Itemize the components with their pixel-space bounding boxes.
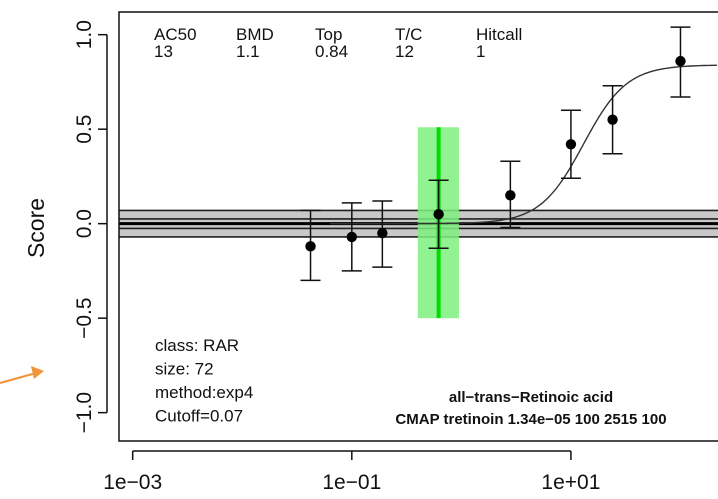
stat-value-bmd: 1.1 <box>236 42 260 61</box>
data-point-3 <box>377 227 388 239</box>
annotation-line-2: CMAP tretinoin 1.34e−05 100 2515 100 <box>395 411 666 428</box>
y-axis-label: Score <box>23 198 49 258</box>
info-line-3: method:exp4 <box>155 383 253 402</box>
y-tick-label-1: −1.0 <box>73 392 96 433</box>
data-point-4 <box>433 209 444 220</box>
y-tick-label-3: 0.0 <box>73 209 96 238</box>
info-line-2: size: 72 <box>155 360 214 379</box>
pointer-arrow-shaft <box>0 371 37 385</box>
data-point-6 <box>565 139 577 150</box>
pointer-arrow-head <box>31 366 44 379</box>
stat-value-tc: 12 <box>395 42 414 61</box>
y-tick-label-5: 1.0 <box>73 20 96 49</box>
annotation-line-1: all−trans−Retinoic acid <box>449 389 613 406</box>
info-line-4: Cutoff=0.07 <box>155 407 243 426</box>
stat-header-hitcall: Hitcall <box>476 25 522 44</box>
stat-header-ac50: AC50 <box>154 25 197 44</box>
x-tick-label-3: 1e+01 <box>541 471 600 494</box>
data-point-8 <box>675 55 686 67</box>
fit-curve <box>329 64 717 225</box>
data-point-1 <box>305 241 316 252</box>
data-point-5 <box>505 190 516 201</box>
x-tick-label-1: 1e−03 <box>103 471 162 494</box>
y-tick-label-2: −0.5 <box>73 297 96 338</box>
stat-value-hitcall: 1 <box>476 42 485 61</box>
stat-value-top: 0.84 <box>315 42 348 61</box>
stat-value-ac50: 13 <box>154 42 173 61</box>
stat-header-top: Top <box>315 25 342 44</box>
x-tick-label-2: 1e−01 <box>322 471 381 494</box>
data-point-2 <box>346 231 358 243</box>
stat-header-bmd: BMD <box>236 25 274 44</box>
stat-header-tc: T/C <box>395 25 422 44</box>
y-tick-label-4: 0.5 <box>73 115 96 144</box>
data-point-7 <box>607 114 618 125</box>
plot-frame <box>118 11 718 442</box>
info-line-1: class: RAR <box>155 336 239 355</box>
